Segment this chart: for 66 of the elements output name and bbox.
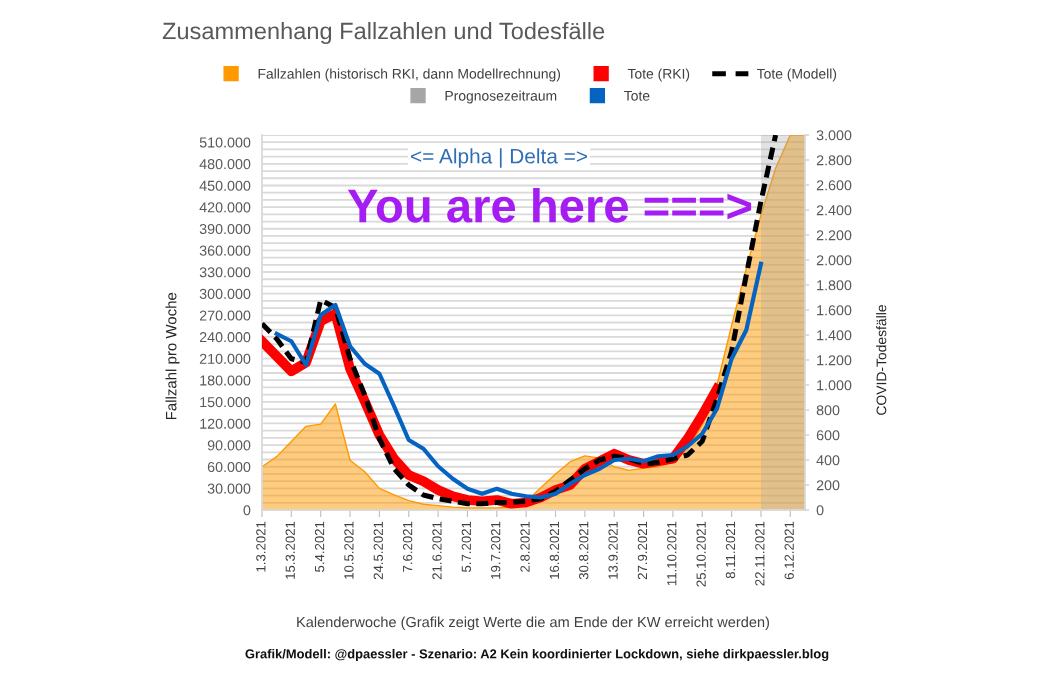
x-tick-label: 24.5.2021	[373, 521, 383, 580]
y2-tick-label: 2.000	[816, 255, 852, 266]
annotation: You are here ===>	[347, 187, 752, 223]
y2-tick-label: 0	[816, 505, 824, 516]
chart-title: Zusammenhang Fallzahlen und Todesfälle	[162, 22, 605, 44]
y-tick-label: 480.000	[199, 159, 251, 170]
line-series	[274, 261, 764, 500]
y2-tick-label: 600	[816, 430, 840, 441]
y-tick-label: 210.000	[199, 353, 251, 364]
y-tick-label: 300.000	[199, 288, 251, 299]
annotation: <= Alpha | Delta =>	[411, 148, 587, 168]
y2-tick-label: 2.800	[816, 155, 852, 166]
y2-tick-label: 1.600	[817, 305, 852, 316]
y-tick-label: 510.000	[199, 137, 251, 148]
x-tick-label: 16.8.2021	[549, 521, 560, 579]
y2-tick-label: 2.400	[816, 205, 852, 216]
y2-tick-label: 2.600	[816, 180, 852, 191]
y2-tick-label: 1.400	[817, 330, 852, 341]
y-tick-label: 180.000	[200, 375, 251, 386]
legend-label: Tote	[624, 91, 650, 101]
x-tick-label: 5.7.2021	[461, 521, 471, 572]
x-tick-label: 7.6.2021	[402, 521, 413, 572]
x-tick-label: 5.4.2021	[314, 521, 325, 572]
legend-label: Tote (RKI)	[627, 68, 690, 82]
y-tick-label: 150.000	[200, 397, 251, 408]
y-tick-label: 60.000	[207, 461, 251, 473]
y2-tick-label: 3.000	[816, 130, 852, 141]
y2-tick-label: 2.200	[816, 230, 852, 241]
y2-tick-label: 400	[816, 455, 840, 466]
x-tick-label: 15.3.2021	[285, 521, 295, 579]
x-tick-label: 6.12.2021	[784, 521, 794, 580]
y-tick-label: 420.000	[199, 202, 251, 213]
x-tick-label: 30.8.2021	[579, 521, 589, 580]
y2-axis-title: COVID-Todesfälle	[876, 305, 887, 415]
y-tick-label: 120.000	[200, 418, 251, 429]
x-tick-label: 1.3.2021	[256, 521, 266, 572]
legend-label: Prognosezeitraum	[445, 90, 557, 104]
y-tick-label: 450.000	[199, 180, 251, 191]
x-tick-label: 10.5.2021	[344, 521, 354, 579]
x-tick-label: 2.8.2021	[520, 521, 530, 572]
legend-label: Fallzahlen (historisch RKI, dann Modellrechnung)	[258, 68, 561, 82]
y-tick-label: 270.000	[199, 310, 251, 321]
x-tick-label: 13.9.2021	[608, 521, 618, 579]
y2-tick-label: 200	[816, 480, 840, 491]
y2-tick-label: 1.200	[817, 355, 852, 366]
x-axis-title: Kalenderwoche (Grafik zeigt Werte die am Ende der KW erreicht werden)	[297, 616, 770, 631]
y2-tick-label: 800	[816, 405, 840, 416]
x-tick-label: 19.7.2021	[491, 521, 501, 579]
x-tick-label: 25.10.2021	[696, 521, 706, 587]
legend-label: Tote (Modell)	[757, 68, 837, 82]
y2-tick-label: 1.800	[817, 280, 852, 291]
y2-tick-label: 1.000	[817, 380, 852, 391]
y-axis-title: Fallzahl pro Woche	[165, 292, 180, 420]
y-tick-label: 0	[243, 505, 251, 516]
y-tick-label: 360.000	[199, 245, 251, 256]
x-tick-label: 21.6.2021	[432, 521, 442, 580]
x-tick-label: 22.11.2021	[755, 521, 765, 586]
y-tick-label: 90.000	[207, 440, 251, 451]
y-tick-label: 330.000	[199, 267, 251, 278]
x-tick-label: 11.10.2021	[667, 521, 677, 586]
text: Grafik/Modell: @dpaessler - Szenario: A2 Kein koordinierter Lockdown, siehe dirkpaessler.blog	[245, 648, 829, 662]
x-tick-label: 8.11.2021	[725, 521, 736, 579]
y-tick-label: 240.000	[199, 332, 251, 343]
x-tick-label: 27.9.2021	[637, 521, 648, 580]
y-tick-label: 390.000	[199, 223, 251, 235]
y-tick-label: 30.000	[207, 483, 251, 494]
